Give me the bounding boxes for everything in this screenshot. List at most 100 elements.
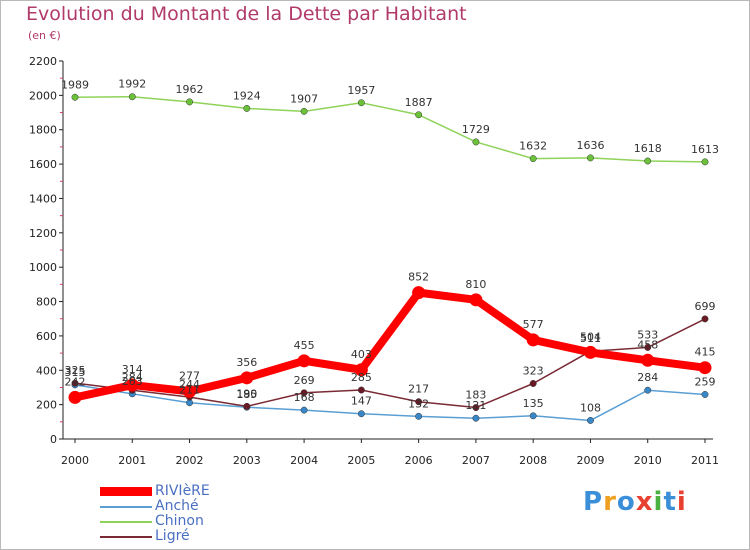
logo-letter: i	[653, 487, 664, 517]
data-point	[472, 414, 480, 422]
data-label: 190	[236, 387, 257, 400]
logo-letter: r	[603, 487, 617, 517]
data-label: 1613	[691, 143, 719, 156]
y-tick-label: 2200	[29, 55, 57, 68]
data-label: 458	[637, 338, 658, 351]
legend-label: Ligré	[155, 528, 190, 544]
data-label: 511	[580, 332, 601, 345]
data-point	[587, 154, 594, 162]
data-label: 415	[695, 346, 716, 359]
data-point	[701, 391, 709, 398]
data-point	[698, 361, 712, 375]
data-point	[300, 406, 308, 414]
data-label: 504	[580, 330, 601, 343]
y-tick-label: 200	[36, 399, 57, 412]
y-tick-label: 2000	[29, 89, 57, 102]
data-point	[357, 99, 365, 107]
data-label: 183	[465, 389, 486, 402]
data-point	[526, 333, 540, 347]
data-point	[125, 378, 139, 392]
y-tick-label: 1600	[29, 158, 57, 171]
data-label: 121	[465, 399, 486, 412]
y-tick-label: 600	[36, 330, 57, 343]
data-label: 263	[122, 375, 143, 388]
axes: 0 200 400 600 800 1000 1200 1400 1600 1800 2000 220…	[29, 55, 719, 467]
data-label: 810	[465, 278, 486, 291]
data-point	[415, 111, 423, 119]
proxiti-logo: Proxiti	[583, 487, 687, 517]
data-point	[357, 386, 365, 394]
x-tick-label: 2009	[576, 454, 604, 467]
data-label: 323	[523, 365, 544, 378]
data-label: 533	[637, 328, 658, 341]
x-tick-label: 2007	[462, 454, 490, 467]
data-label: 455	[294, 339, 315, 352]
data-point	[644, 343, 652, 351]
data-point	[71, 93, 79, 101]
data-point	[529, 380, 537, 387]
data-label: 852	[408, 271, 429, 284]
data-label: 1989	[61, 78, 89, 91]
data-point	[412, 286, 426, 300]
data-point	[529, 155, 537, 163]
x-tick-label: 2011	[691, 454, 719, 467]
data-label: 259	[695, 375, 716, 388]
data-label: 577	[523, 318, 544, 331]
x-tick-label: 2005	[347, 454, 375, 467]
data-point	[583, 345, 597, 359]
data-label: 185	[236, 388, 257, 401]
x-tick-label: 2010	[634, 454, 662, 467]
x-tick-label: 2001	[118, 454, 146, 467]
data-label: 1729	[462, 123, 490, 136]
data-label: 277	[179, 369, 200, 382]
logo-letter: o	[616, 487, 636, 517]
data-label: 356	[236, 356, 257, 369]
data-point	[472, 404, 480, 412]
data-label: 135	[523, 397, 544, 410]
x-tick-label: 2008	[519, 454, 547, 467]
data-point	[357, 410, 365, 418]
logo-letter: t	[663, 487, 677, 517]
data-point	[300, 107, 308, 115]
data-point	[415, 398, 423, 406]
legend-swatch	[100, 521, 152, 523]
x-tick-label: 2000	[61, 454, 89, 467]
data-label: 1924	[233, 89, 261, 102]
data-point	[529, 412, 537, 420]
data-point	[354, 363, 368, 377]
data-label: 699	[695, 300, 716, 313]
chart-subtitle: (en €)	[28, 29, 61, 42]
y-tick-label: 0	[50, 433, 57, 446]
series-line-chinon	[74, 95, 706, 163]
data-label: 315	[65, 366, 86, 379]
chart-title: Evolution du Montant de la Dette par Hab…	[26, 3, 467, 25]
legend-label: Anché	[155, 498, 199, 514]
y-tick-label: 1000	[29, 261, 57, 274]
legend-label: RIVIèRE	[155, 483, 210, 499]
data-label: 1962	[176, 83, 204, 96]
data-label: 217	[408, 383, 429, 396]
data-point	[644, 157, 652, 165]
logo-letter: P	[583, 487, 604, 517]
data-point	[183, 384, 197, 398]
data-label: 1907	[290, 92, 318, 105]
data-point	[243, 104, 251, 112]
data-labels-layer: 1989 1992 1962 1924 1907 1957 1887 1729 1632 1636…	[61, 78, 719, 415]
data-point	[71, 379, 79, 387]
data-point	[128, 93, 136, 101]
data-point	[644, 386, 652, 394]
data-label: 403	[351, 348, 372, 361]
data-label: 285	[351, 371, 372, 384]
data-point	[415, 412, 423, 420]
series-layer	[68, 93, 712, 424]
data-point	[297, 354, 311, 368]
x-tick-label: 2003	[233, 454, 261, 467]
y-tick-label: 1400	[29, 192, 57, 205]
data-point	[472, 138, 480, 146]
data-point	[701, 158, 709, 166]
x-tick-label: 2004	[290, 454, 318, 467]
y-tick-label: 400	[36, 364, 57, 377]
data-label: 244	[179, 378, 200, 391]
